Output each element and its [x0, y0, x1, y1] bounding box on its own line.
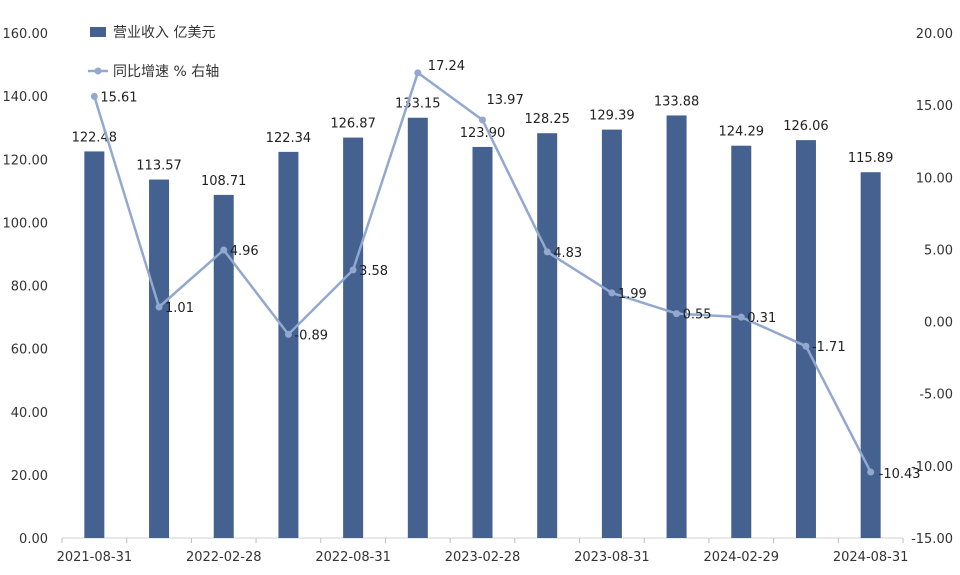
revenue-bar-label: 124.29	[719, 125, 765, 140]
y-left-tick-label: 40.00	[11, 406, 48, 421]
growth-point-label: 0.55	[683, 308, 712, 323]
revenue-bar-label: 133.15	[395, 97, 441, 112]
y-right-tick-label: 15.00	[916, 99, 953, 114]
x-tick-label: 2023-02-28	[445, 550, 521, 565]
growth-point-label: -0.89	[294, 328, 328, 343]
y-left-tick-label: 0.00	[19, 532, 48, 547]
revenue-bar-label: 123.90	[460, 126, 506, 141]
revenue-bar	[731, 145, 752, 538]
y-left-tick-label: 100.00	[3, 216, 49, 231]
x-tick-label: 2022-02-28	[186, 550, 262, 565]
revenue-bar	[795, 140, 816, 539]
growth-point	[90, 92, 98, 100]
y-left-tick-label: 140.00	[3, 90, 49, 105]
revenue-bar-label: 129.39	[589, 109, 635, 124]
y-right-tick-label: 5.00	[924, 243, 953, 258]
growth-point	[737, 313, 745, 321]
y-left-tick-label: 160.00	[3, 27, 49, 42]
growth-point	[608, 289, 616, 297]
growth-point	[543, 248, 551, 256]
y-right-tick-label: 10.00	[916, 171, 953, 186]
y-left-tick-label: 120.00	[3, 153, 49, 168]
revenue-bar-label: 128.25	[524, 112, 570, 127]
growth-point	[479, 116, 486, 124]
growth-point-label: 0.31	[747, 311, 776, 326]
revenue-bar-label: 126.87	[330, 117, 376, 132]
growth-point-label: 13.97	[487, 93, 524, 108]
legend-label-revenue: 营业收入 亿美元	[113, 25, 215, 41]
revenue-bar	[407, 117, 428, 539]
y-right-tick-label: 20.00	[916, 27, 953, 42]
legend-label-growth: 同比增速 % 右轴	[113, 64, 219, 80]
growth-point-label: 1.99	[618, 287, 647, 302]
revenue-bar-label: 113.57	[136, 159, 182, 174]
revenue-bar	[343, 137, 364, 538]
growth-point-label: 3.58	[359, 264, 388, 279]
growth-point-label: -1.71	[812, 340, 846, 355]
legend-bar-swatch	[90, 27, 106, 37]
growth-point-label: 4.96	[230, 244, 259, 259]
growth-point	[155, 303, 163, 311]
y-right-tick-label: -15.00	[911, 532, 953, 547]
y-left-tick-label: 80.00	[11, 280, 48, 295]
revenue-bar	[666, 115, 687, 538]
y-left-tick-label: 60.00	[11, 343, 48, 358]
revenue-bar-label: 122.34	[266, 131, 312, 146]
x-tick-label: 2022-08-31	[315, 550, 391, 565]
y-right-tick-label: -5.00	[919, 388, 953, 403]
x-tick-label: 2024-02-29	[703, 550, 779, 565]
revenue-bar	[472, 146, 493, 539]
revenue-bar-label: 115.89	[848, 151, 894, 166]
growth-point	[867, 468, 875, 476]
growth-point-label: 17.24	[428, 59, 465, 74]
growth-point-label: -10.43	[879, 467, 921, 482]
revenue-bar	[860, 172, 881, 539]
revenue-bar-label: 126.06	[783, 119, 829, 134]
x-tick-label: 2021-08-31	[57, 550, 133, 565]
revenue-bar-label: 122.48	[72, 130, 118, 145]
growth-point-label: 4.83	[553, 246, 582, 261]
growth-point	[414, 69, 422, 77]
legend-line-marker	[94, 67, 102, 75]
revenue-bar	[213, 194, 234, 538]
growth-point	[673, 310, 681, 318]
x-tick-label: 2023-08-31	[574, 550, 650, 565]
revenue-bar	[601, 129, 622, 539]
y-right-tick-label: 0.00	[924, 316, 953, 331]
revenue-bar-label: 108.71	[201, 174, 247, 189]
growth-point	[284, 330, 292, 338]
growth-point	[802, 342, 810, 350]
growth-point-label: 15.61	[100, 90, 137, 105]
revenue-bar	[278, 151, 299, 538]
y-left-tick-label: 20.00	[11, 469, 48, 484]
growth-point	[349, 266, 357, 274]
growth-point	[220, 246, 228, 254]
revenue-bar	[537, 133, 558, 538]
revenue-bar-label: 133.88	[654, 94, 700, 109]
growth-point-label: 1.01	[165, 301, 194, 316]
revenue-bar	[149, 179, 170, 539]
x-tick-label: 2024-08-31	[833, 550, 909, 565]
y-right-tick-label: -10.00	[911, 460, 953, 475]
revenue-bar	[84, 151, 105, 539]
